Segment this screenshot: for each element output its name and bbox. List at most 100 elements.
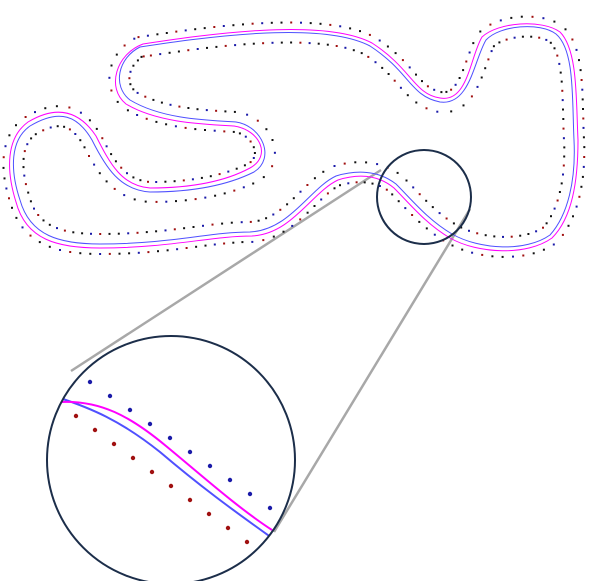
cone-dot bbox=[209, 175, 212, 178]
cone-dot bbox=[38, 241, 41, 244]
cone-dot bbox=[155, 230, 158, 233]
cone-dot bbox=[579, 69, 582, 72]
cone-dot bbox=[132, 64, 135, 67]
cone-dot bbox=[74, 133, 77, 135]
cone-dot bbox=[265, 128, 268, 131]
cone-dot bbox=[561, 89, 564, 92]
cone-dot bbox=[132, 88, 135, 91]
cone-dot bbox=[81, 232, 84, 235]
cone-dot bbox=[326, 43, 329, 46]
cone-dot bbox=[156, 33, 159, 36]
cone-dot bbox=[360, 52, 363, 55]
cone-dot bbox=[192, 226, 195, 228]
cone-dot bbox=[583, 156, 586, 158]
cone-dot bbox=[249, 161, 252, 164]
cone-dot bbox=[581, 98, 584, 101]
cone-dot bbox=[128, 77, 131, 80]
zoom-cone-dot bbox=[244, 539, 250, 545]
cone-dot bbox=[108, 76, 111, 79]
cone-dot bbox=[136, 114, 139, 116]
cone-dot bbox=[202, 224, 204, 227]
cone-dot bbox=[262, 239, 265, 242]
cone-dot bbox=[522, 254, 525, 257]
cone-dot bbox=[223, 192, 226, 195]
cone-dot bbox=[232, 24, 235, 27]
cone-dot bbox=[98, 172, 101, 175]
cone-dot bbox=[582, 136, 585, 139]
cone-dot bbox=[120, 166, 123, 169]
cone-dot bbox=[257, 219, 260, 222]
cone-dot bbox=[68, 128, 71, 131]
cone-dot bbox=[174, 125, 177, 128]
cone-dot bbox=[527, 233, 530, 235]
cone-dot bbox=[132, 176, 135, 179]
cone-dot bbox=[95, 127, 98, 130]
cone-dot bbox=[436, 110, 439, 113]
cone-dot bbox=[203, 27, 206, 30]
cone-dot bbox=[581, 175, 584, 178]
cone-dot bbox=[575, 48, 578, 51]
connector-line-bottom bbox=[272, 208, 472, 533]
cone-dot bbox=[299, 218, 302, 221]
cone-dot bbox=[243, 43, 246, 46]
cone-dot bbox=[69, 251, 72, 253]
cone-dot bbox=[580, 185, 583, 188]
cone-dot bbox=[253, 152, 256, 154]
cone-dot bbox=[117, 232, 120, 235]
zoom-cone-dot bbox=[168, 483, 174, 489]
cone-dot bbox=[176, 248, 179, 251]
cone-dot bbox=[440, 91, 443, 94]
zoom-cone-dot bbox=[267, 505, 273, 511]
cone-dot bbox=[553, 20, 556, 23]
cone-dot bbox=[213, 243, 216, 246]
cone-dot bbox=[520, 15, 523, 18]
zoom-cone-dot bbox=[247, 491, 253, 497]
cone-dot bbox=[309, 22, 312, 25]
cone-dot bbox=[22, 166, 25, 169]
cone-dot bbox=[408, 66, 411, 69]
cone-dot bbox=[280, 21, 283, 24]
cone-dot bbox=[344, 46, 347, 49]
cone-dot bbox=[460, 226, 463, 229]
cone-dot bbox=[24, 183, 27, 186]
zoom-cone-dot bbox=[263, 553, 269, 559]
cone-dot bbox=[418, 220, 421, 223]
cone-dot bbox=[450, 88, 453, 91]
cone-dot bbox=[502, 235, 504, 238]
cone-dot bbox=[110, 64, 113, 67]
cone-dot bbox=[378, 39, 381, 42]
cone-dot bbox=[286, 203, 289, 206]
cone-dot bbox=[270, 21, 273, 24]
cone-dot bbox=[560, 80, 563, 83]
cone-dot bbox=[48, 223, 51, 226]
cone-dot bbox=[147, 251, 150, 254]
cone-dot bbox=[521, 35, 524, 38]
cone-dot bbox=[126, 172, 128, 175]
cone-dot bbox=[401, 59, 404, 62]
cone-dot bbox=[252, 42, 255, 45]
cone-dot bbox=[223, 130, 226, 133]
cone-dot bbox=[479, 30, 482, 33]
cone-dot bbox=[160, 101, 163, 104]
cone-dot bbox=[262, 176, 265, 179]
cone-dot bbox=[512, 255, 514, 258]
cone-dot bbox=[421, 80, 423, 83]
zoom-cone-dot bbox=[87, 379, 93, 385]
cone-dot bbox=[224, 44, 227, 47]
cone-dot bbox=[272, 235, 275, 238]
cone-dot bbox=[213, 129, 216, 132]
cone-dot bbox=[157, 250, 159, 253]
racing-line-blue bbox=[12, 26, 575, 248]
cone-dot bbox=[575, 205, 578, 208]
cone-dot bbox=[149, 54, 152, 57]
cone-dot bbox=[185, 247, 188, 249]
cone-dot bbox=[126, 109, 129, 112]
cone-dot bbox=[365, 161, 368, 164]
cone-dot bbox=[252, 146, 255, 149]
cone-dot bbox=[583, 146, 586, 149]
cone-dot bbox=[241, 241, 244, 244]
zoom-cone-dot bbox=[111, 441, 117, 447]
cone-dot bbox=[339, 25, 342, 28]
cone-dot bbox=[553, 47, 556, 50]
cone-dot bbox=[451, 244, 454, 247]
